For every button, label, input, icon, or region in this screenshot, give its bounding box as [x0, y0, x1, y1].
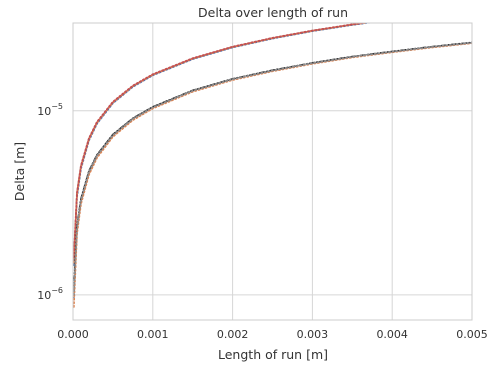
series-line-5 [73, 41, 472, 292]
series-layer [73, 23, 472, 308]
x-tick-label: 0.002 [217, 328, 249, 341]
chart-title: Delta over length of run [198, 5, 348, 20]
series-line-8 [73, 41, 472, 296]
grid-lines [72, 23, 473, 320]
x-tick-label: 0.003 [297, 328, 329, 341]
x-axis-label: Length of run [m] [218, 347, 328, 362]
x-tick-label: 0.000 [57, 328, 89, 341]
series-line-7 [73, 42, 472, 308]
y-tick-exponent: −5 [51, 102, 63, 111]
plot-frame [72, 22, 473, 321]
x-axis: 0.000 0.001 0.002 0.003 0.004 0.005 [57, 328, 488, 341]
y-axis-label: Delta [m] [12, 142, 27, 201]
y-tick-base: 10 [37, 289, 51, 302]
y-tick-exponent: −6 [51, 286, 63, 295]
x-tick-label: 0.001 [137, 328, 169, 341]
y-tick-label: 10−6 [37, 286, 63, 302]
y-tick-base: 10 [37, 105, 51, 118]
y-axis: 10−610−5 [37, 102, 63, 302]
series-line-4 [73, 23, 370, 259]
series-line-6 [73, 41, 472, 300]
x-tick-label: 0.004 [376, 328, 408, 341]
y-tick-label: 10−5 [37, 102, 63, 118]
series-line-1 [73, 23, 371, 261]
x-tick-label: 0.005 [456, 328, 488, 341]
